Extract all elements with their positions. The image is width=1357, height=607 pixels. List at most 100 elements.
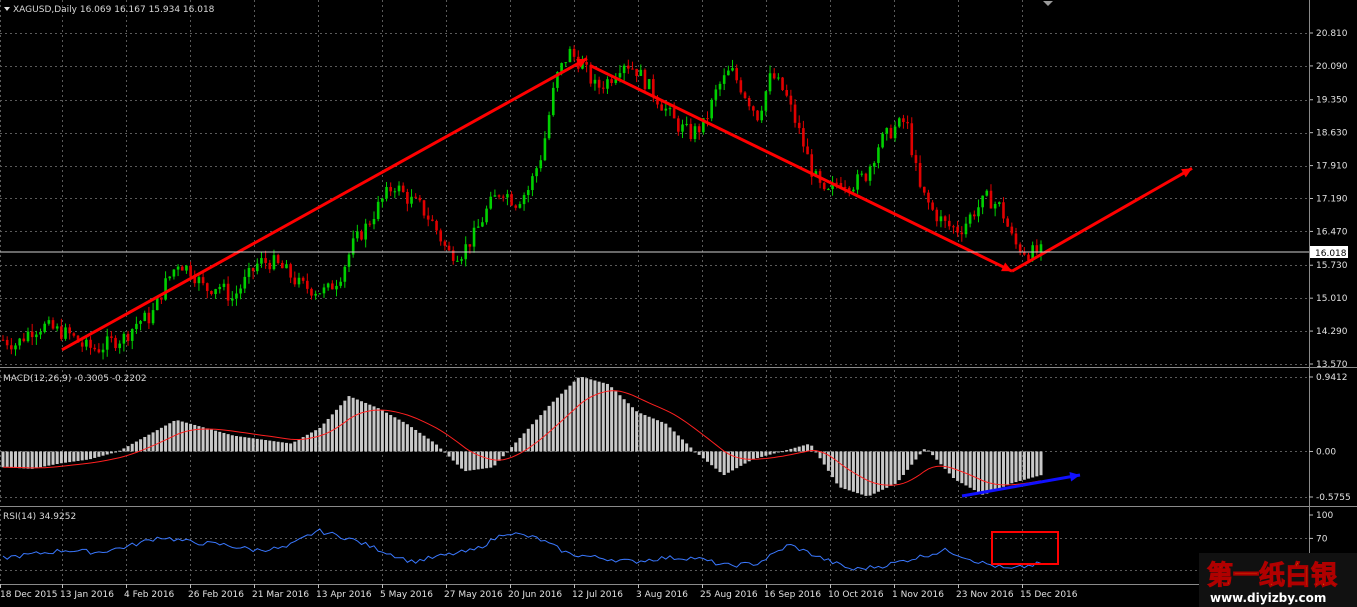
candle-body [977, 207, 980, 217]
macd-bar [184, 422, 188, 452]
macd-bar [443, 451, 447, 453]
candle-body [543, 138, 547, 161]
macd-bar [226, 434, 230, 452]
macd-bar [318, 427, 322, 452]
macd-bar [526, 428, 530, 452]
macd-bar [126, 446, 130, 452]
macd-bar [243, 437, 247, 452]
macd-bar [410, 427, 414, 452]
macd-bar [756, 451, 760, 459]
macd-bar [30, 451, 34, 469]
candle-body [718, 83, 722, 90]
price-tag: 16.018 [1315, 249, 1347, 259]
macd-bar [751, 451, 755, 460]
watermark-title: 第一纸白银 [1207, 560, 1338, 591]
rsi-line [2, 528, 1042, 571]
candle-body [447, 245, 451, 251]
candle-body [960, 232, 964, 235]
scroll-shift-icon[interactable] [1043, 1, 1053, 6]
time-tick-label: 16 Sep 2016 [764, 590, 821, 600]
candle-body [864, 173, 868, 181]
macd-bar [831, 451, 835, 478]
candle-body [226, 283, 230, 301]
macd-bar [535, 419, 539, 452]
arrow-head-icon [1001, 262, 1012, 272]
candle-body [376, 201, 380, 219]
macd-bar [622, 399, 626, 452]
macd-bar [347, 396, 351, 452]
macd-bar [672, 431, 676, 452]
macd-bar [397, 419, 401, 452]
macd-bar [697, 451, 701, 455]
macd-bar [818, 451, 822, 459]
candle-body [314, 293, 317, 296]
macd-bar [885, 451, 889, 488]
candle-body [14, 345, 17, 350]
candle-body [802, 128, 805, 147]
candle-body [335, 285, 338, 290]
candle-body [1023, 252, 1026, 255]
macd-bar [380, 410, 384, 452]
macd-bar [826, 451, 830, 471]
candle-body [493, 195, 497, 197]
macd-bar [639, 413, 643, 452]
candle-body [68, 327, 71, 334]
macd-bar [80, 451, 84, 461]
time-tick-label: 10 Oct 2016 [828, 590, 884, 600]
candle-body [289, 264, 292, 278]
candle-body [201, 277, 205, 284]
candle-body [143, 312, 147, 322]
candle-body [101, 349, 105, 353]
macd-bar [530, 424, 534, 452]
macd-bar [493, 451, 497, 466]
candle-body [522, 195, 526, 205]
macd-pane-grid [0, 370, 1309, 505]
candle-body [18, 338, 21, 346]
arrow-head-icon [1181, 168, 1192, 178]
candle-body [310, 288, 313, 296]
candle-body [889, 127, 893, 139]
macd-tick-label: -0.5755 [1316, 493, 1351, 503]
candle-body [243, 276, 247, 289]
candle-body [297, 277, 301, 285]
candle-body [39, 332, 42, 335]
dropdown-triangle-icon[interactable] [4, 7, 10, 11]
macd-bar [960, 451, 964, 484]
candle-body [714, 89, 718, 100]
price-tick-label: 14.290 [1316, 327, 1348, 337]
candle-body [268, 262, 272, 270]
price-tick-label: 15.730 [1316, 261, 1348, 271]
macd-bar [264, 440, 268, 452]
price-axis: 20.810 20.090 19.350 18.630 17.910 17.190 16.4… [1309, 29, 1348, 370]
candle-body [568, 48, 572, 63]
macd-bar [956, 451, 960, 481]
candle-body [593, 79, 597, 84]
macd-bar [43, 451, 47, 467]
macd-bar [364, 402, 368, 452]
macd-bar [89, 451, 93, 460]
macd-bar [418, 432, 422, 452]
macd-bar [251, 438, 255, 452]
candle-body [272, 255, 276, 270]
main-header: XAGUSD,Daily 16.069 16.167 15.934 16.018 [13, 5, 215, 15]
candle-body [627, 65, 630, 69]
macd-bar [180, 421, 184, 452]
candle-body [1014, 233, 1018, 245]
candle-body [89, 339, 92, 348]
candle-body [180, 266, 184, 271]
macd-bar [218, 431, 222, 452]
candle-body [660, 104, 663, 111]
candle-body [185, 265, 188, 271]
candle-body [868, 166, 872, 181]
candle-body [443, 241, 447, 246]
macd-bar [560, 393, 564, 452]
candle-body [918, 163, 922, 187]
candle-body [777, 77, 780, 79]
candle-body [672, 108, 676, 119]
candle-body [26, 331, 30, 342]
candle-body [560, 63, 563, 73]
macd-bar [64, 451, 68, 463]
macd-bar [614, 391, 618, 452]
macd-bar [272, 441, 276, 452]
candle-body [539, 160, 543, 169]
